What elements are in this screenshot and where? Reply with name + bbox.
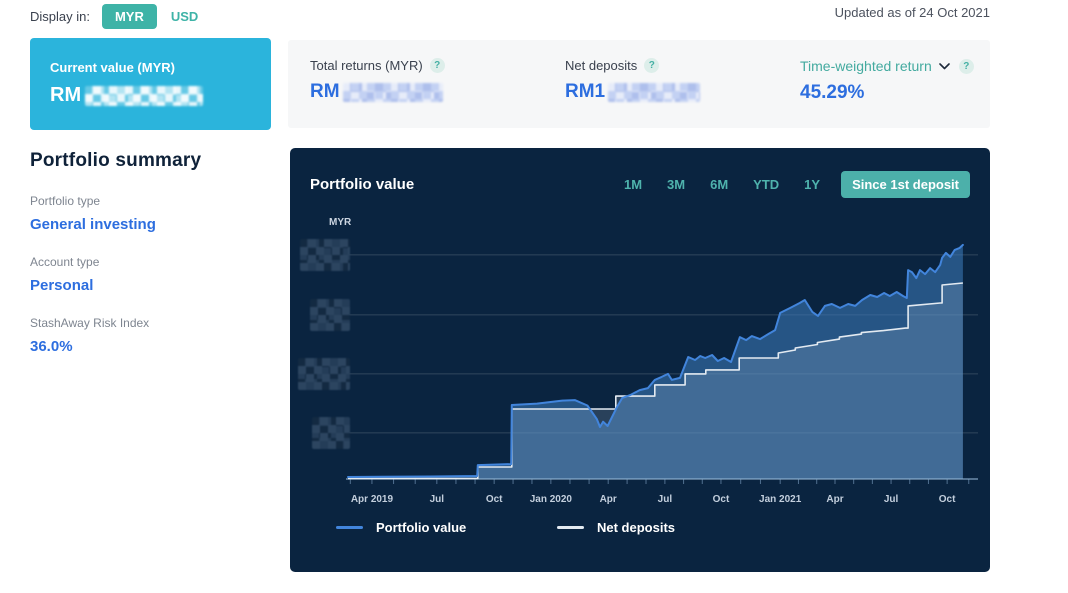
portfolio-type-value: General investing xyxy=(30,216,156,233)
currency-option-myr[interactable]: MYR xyxy=(101,3,157,29)
legend-item-portfolio-value: Portfolio value xyxy=(336,520,466,535)
total-returns-label-row: Total returns (MYR) ? xyxy=(310,58,445,73)
x-axis-label: Jul xyxy=(884,494,899,505)
returns-summary-strip: Total returns (MYR) ? RM Net deposits ? … xyxy=(288,40,990,128)
total-returns-label: Total returns (MYR) xyxy=(310,58,423,73)
x-axis-label: Jan 2021 xyxy=(759,494,802,505)
range-tab-3m[interactable]: 3M xyxy=(667,176,686,192)
currency-option-usd[interactable]: USD xyxy=(170,8,199,24)
total-returns-prefix: RM xyxy=(310,81,340,102)
portfolio-value-line-swatch xyxy=(336,526,363,529)
redacted-y-axis-label xyxy=(298,357,350,390)
risk-index-label: StashAway Risk Index xyxy=(30,316,150,330)
range-tab-1m[interactable]: 1M xyxy=(623,176,643,192)
x-axis-label: Jul xyxy=(430,494,445,505)
redacted-current-value xyxy=(85,85,204,106)
x-axis-label: Apr xyxy=(600,494,617,505)
twr-help-icon[interactable]: ? xyxy=(958,58,974,74)
portfolio-value-line xyxy=(347,243,964,478)
twr-label-row: Time-weighted return ? xyxy=(800,58,974,74)
total-returns-help-icon[interactable]: ? xyxy=(429,58,445,73)
portfolio-chart[interactable]: Apr 2019 Jul Oct Jan 2020 Apr Jul Oct Jan 2021 A… xyxy=(298,213,980,505)
portfolio-value-area xyxy=(348,244,963,479)
twr-dropdown-label[interactable]: Time-weighted return xyxy=(800,58,932,74)
net-deposits-help-icon[interactable]: ? xyxy=(644,58,660,73)
legend-label-portfolio-value: Portfolio value xyxy=(376,520,467,535)
legend-label-net-deposits: Net deposits xyxy=(597,520,676,535)
y-axis-unit-label: MYR xyxy=(329,217,352,228)
net-deposits-label: Net deposits xyxy=(565,58,638,73)
range-selector: 1M 3M 6M YTD 1Y Since 1st deposit xyxy=(599,170,970,198)
net-deposits-label-row: Net deposits ? xyxy=(565,58,700,73)
net-deposits-prefix: RM1 xyxy=(565,81,606,102)
updated-timestamp: Updated as of 24 Oct 2021 xyxy=(834,5,990,20)
range-tab-ytd[interactable]: YTD xyxy=(753,176,780,192)
x-axis-label: Oct xyxy=(713,494,730,505)
current-value-prefix: RM xyxy=(50,84,82,106)
range-tab-6m[interactable]: 6M xyxy=(710,176,729,192)
redacted-y-axis-label xyxy=(310,298,350,331)
net-deposits-area xyxy=(348,283,963,479)
x-axis-label: Oct xyxy=(486,494,503,505)
chart-svg: Apr 2019 Jul Oct Jan 2020 Apr Jul Oct Jan 2021 A… xyxy=(329,217,978,505)
display-in-label: Display in: xyxy=(30,8,90,24)
risk-index-value: 36.0% xyxy=(30,338,73,355)
chart-legend: Portfolio value Net deposits xyxy=(290,520,990,550)
chart-panel: Portfolio value 1M 3M 6M YTD 1Y Since 1s… xyxy=(290,148,990,572)
x-axis-label: Jul xyxy=(658,494,673,505)
current-value-label: Current value (MYR) xyxy=(50,60,175,75)
twr-value: 45.29% xyxy=(800,82,865,103)
chart-header: Portfolio value 1M 3M 6M YTD 1Y Since 1s… xyxy=(290,148,990,200)
chart-title: Portfolio value xyxy=(310,175,415,193)
time-weighted-return-block: Time-weighted return ? 45.29% xyxy=(800,58,974,104)
x-axis-label: Oct xyxy=(939,494,956,505)
portfolio-type-label: Portfolio type xyxy=(30,194,101,208)
current-value-amount: RM xyxy=(50,84,251,107)
net-deposits-line-swatch xyxy=(557,526,584,529)
x-axis-label: Apr 2019 xyxy=(351,494,394,505)
portfolio-summary-sidebar: Portfolio summary Portfolio type General… xyxy=(30,150,270,355)
account-type-value: Personal xyxy=(30,277,94,294)
portfolio-summary-title: Portfolio summary xyxy=(30,150,202,171)
range-tab-since-1st-deposit[interactable]: Since 1st deposit xyxy=(841,170,970,198)
net-deposits-block: Net deposits ? RM1 xyxy=(565,58,701,103)
net-deposits-amount: RM1 xyxy=(565,81,701,103)
chevron-down-icon[interactable] xyxy=(938,62,950,70)
current-value-card: Current value (MYR) RM xyxy=(30,38,271,130)
redacted-y-axis-label xyxy=(300,238,350,271)
redacted-net-deposits xyxy=(608,82,701,102)
total-returns-block: Total returns (MYR) ? RM xyxy=(310,58,445,103)
x-axis-label: Apr xyxy=(826,494,843,505)
range-tab-1y[interactable]: 1Y xyxy=(804,176,821,192)
total-returns-amount: RM xyxy=(310,81,445,103)
account-type-label: Account type xyxy=(30,255,100,269)
currency-toggle-row: Display in: MYR USD xyxy=(30,2,204,30)
net-deposits-line xyxy=(348,282,963,480)
x-axis-label: Jan 2020 xyxy=(530,494,573,505)
redacted-total-returns xyxy=(342,82,443,102)
legend-item-net-deposits: Net deposits xyxy=(557,520,675,535)
redacted-y-axis-label xyxy=(312,416,350,449)
